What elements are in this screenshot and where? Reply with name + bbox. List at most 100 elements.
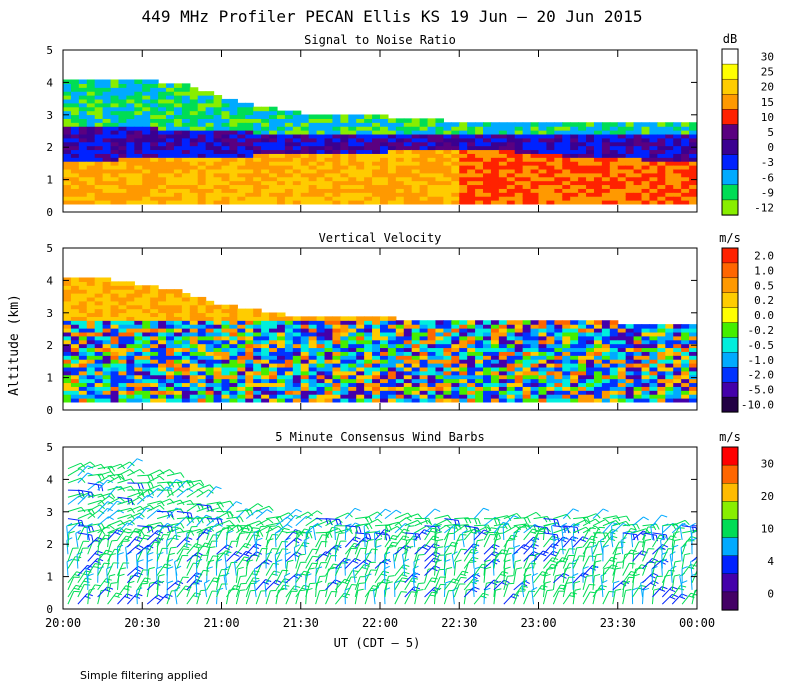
heatmap-cell — [63, 351, 72, 356]
heatmap-cell — [427, 157, 437, 162]
heatmap-cell — [150, 102, 159, 108]
wind-barb — [127, 516, 139, 527]
heatmap-cell — [213, 192, 223, 197]
colorbar-swatch — [721, 78, 739, 95]
wind-barb — [295, 554, 300, 569]
heatmap-cell — [562, 141, 571, 147]
heatmap-cell — [110, 106, 120, 112]
heatmap-cell — [340, 157, 349, 162]
heatmap-cell — [229, 110, 238, 116]
heatmap-cell — [403, 359, 413, 364]
heatmap-cell — [443, 133, 452, 139]
heatmap-cell — [419, 165, 429, 170]
heatmap-cell — [467, 200, 476, 205]
heatmap-cell — [506, 149, 516, 154]
heatmap-cell — [372, 355, 381, 360]
heatmap-cell — [276, 196, 286, 201]
heatmap-cell — [166, 378, 175, 384]
heatmap-cell — [308, 366, 318, 372]
heatmap-cell — [578, 141, 587, 147]
heatmap-cell — [625, 328, 635, 333]
wind-barb — [186, 479, 201, 484]
heatmap-cell — [110, 335, 120, 341]
heatmap-cell — [245, 378, 254, 384]
heatmap-cell — [641, 339, 651, 345]
wind-barb-flag — [104, 534, 111, 537]
heatmap-cell — [253, 200, 262, 205]
heatmap-cell — [166, 114, 175, 119]
heatmap-cell — [617, 184, 627, 189]
heatmap-cell — [633, 398, 643, 403]
heatmap-cell — [435, 118, 444, 123]
heatmap-cell — [94, 394, 104, 399]
wind-barb — [275, 516, 288, 527]
heatmap-cell — [269, 347, 278, 352]
heatmap-cell — [126, 98, 135, 104]
heatmap-cell — [490, 130, 500, 135]
heatmap-cell — [166, 324, 175, 329]
colorbar-label: 0.2 — [754, 294, 774, 307]
heatmap-cell — [617, 328, 627, 333]
wind-barb — [67, 533, 70, 548]
heatmap-cell — [570, 161, 579, 166]
heatmap-cell — [681, 133, 690, 139]
heatmap-cell — [197, 339, 207, 345]
heatmap-cell — [205, 176, 215, 182]
heatmap-cell — [340, 145, 349, 151]
heatmap-cell — [70, 370, 80, 376]
x-axis-label: UT (CDT – 5) — [334, 636, 421, 650]
heatmap-cell — [70, 382, 80, 387]
heatmap-cell — [578, 382, 587, 387]
heatmap-cell — [173, 363, 183, 368]
heatmap-cell — [332, 180, 341, 186]
heatmap-cell — [189, 382, 199, 387]
heatmap-cell — [578, 363, 587, 368]
heatmap-cell — [467, 343, 476, 349]
heatmap-cell — [633, 172, 643, 178]
heatmap-cell — [657, 382, 666, 387]
heatmap-cell — [562, 374, 571, 380]
wind-barb — [335, 592, 345, 605]
heatmap-cell — [221, 157, 231, 162]
heatmap-cell — [173, 126, 183, 131]
heatmap-cell — [554, 386, 563, 391]
heatmap-cell — [118, 308, 127, 314]
heatmap-cell — [221, 188, 231, 193]
wind-barb-flag — [146, 558, 153, 563]
heatmap-cell — [673, 386, 682, 391]
heatmap-cell — [189, 363, 199, 368]
heatmap-cell — [189, 149, 199, 154]
heatmap-cell — [530, 165, 540, 170]
wind-barb — [235, 527, 245, 541]
heatmap-cell — [94, 157, 104, 162]
heatmap-cell — [570, 149, 579, 154]
wind-barb-flag — [228, 526, 234, 532]
wind-barb-flag — [167, 580, 174, 584]
heatmap-cell — [364, 355, 373, 360]
heatmap-cell — [586, 126, 595, 131]
heatmap-cell — [554, 398, 563, 403]
heatmap-cell — [340, 165, 349, 170]
heatmap-cell — [197, 300, 207, 306]
heatmap-cell — [372, 335, 381, 341]
heatmap-cell — [102, 122, 112, 127]
wind-barb — [235, 590, 241, 605]
heatmap-cell — [134, 285, 143, 290]
heatmap-cell — [586, 196, 595, 201]
heatmap-cell — [173, 339, 183, 345]
heatmap-cell — [649, 351, 658, 356]
heatmap-cell — [181, 126, 191, 131]
heatmap-cell — [538, 165, 548, 170]
wind-barb — [107, 592, 117, 605]
heatmap-cell — [617, 153, 627, 158]
heatmap-cell — [142, 114, 151, 119]
heatmap-cell — [213, 98, 223, 104]
heatmap-cell — [380, 184, 389, 189]
heatmap-cell — [134, 289, 143, 294]
heatmap-cell — [451, 157, 460, 162]
heatmap-cell — [681, 196, 690, 201]
heatmap-cell — [229, 382, 238, 387]
heatmap-cell — [490, 145, 500, 151]
heatmap-cell — [490, 374, 500, 380]
wind-barb-flag — [268, 518, 274, 524]
